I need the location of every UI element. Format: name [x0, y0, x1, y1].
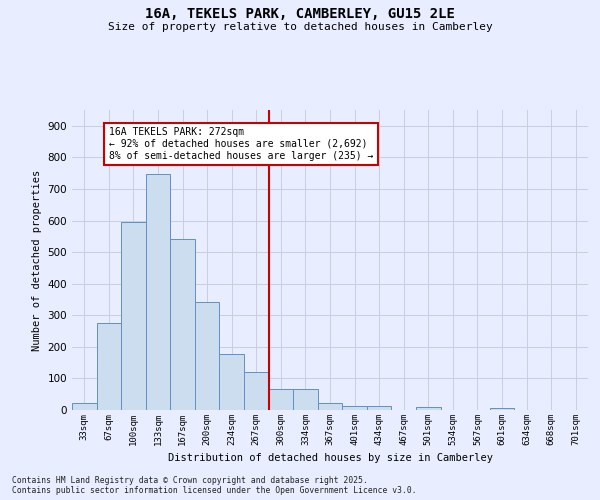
Bar: [170, 240, 195, 410]
Text: Size of property relative to detached houses in Camberley: Size of property relative to detached ho…: [107, 22, 493, 32]
Bar: [318, 403, 342, 410]
Text: 16A, TEKELS PARK, CAMBERLEY, GU15 2LE: 16A, TEKELS PARK, CAMBERLEY, GU15 2LE: [145, 8, 455, 22]
Bar: [293, 390, 318, 410]
Bar: [72, 403, 97, 410]
Bar: [367, 406, 391, 410]
Bar: [269, 390, 293, 410]
Bar: [121, 222, 146, 410]
Y-axis label: Number of detached properties: Number of detached properties: [32, 170, 42, 350]
Bar: [244, 372, 269, 410]
Bar: [97, 323, 121, 410]
Text: 16A TEKELS PARK: 272sqm
← 92% of detached houses are smaller (2,692)
8% of semi-: 16A TEKELS PARK: 272sqm ← 92% of detache…: [109, 128, 373, 160]
X-axis label: Distribution of detached houses by size in Camberley: Distribution of detached houses by size …: [167, 454, 493, 464]
Text: Contains HM Land Registry data © Crown copyright and database right 2025.
Contai: Contains HM Land Registry data © Crown c…: [12, 476, 416, 495]
Bar: [490, 408, 514, 410]
Bar: [146, 174, 170, 410]
Bar: [220, 354, 244, 410]
Bar: [195, 302, 220, 410]
Bar: [416, 407, 440, 410]
Bar: [342, 406, 367, 410]
